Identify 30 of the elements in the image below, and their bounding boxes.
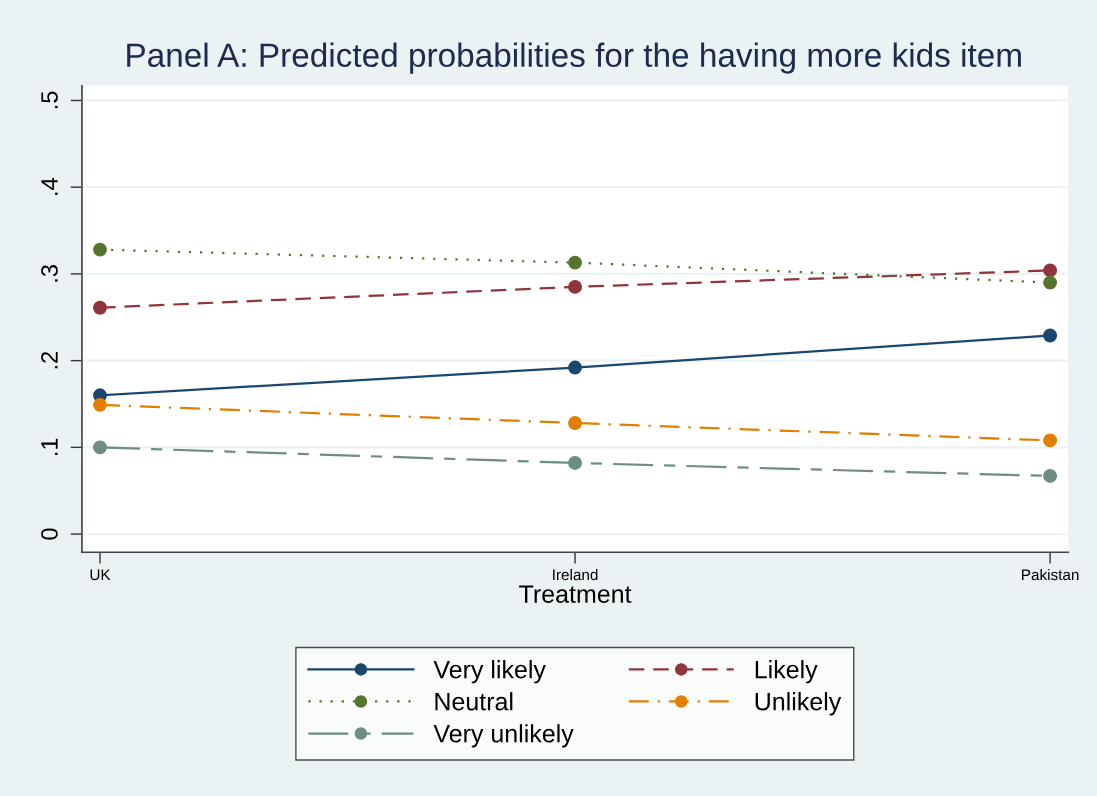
x-tick-label: UK (90, 569, 111, 581)
point (1043, 328, 1058, 343)
legend-label: Unlikely (755, 692, 842, 716)
point (93, 242, 107, 257)
point (93, 440, 107, 455)
point (1043, 275, 1058, 290)
point (568, 360, 582, 375)
legend-label: Likely (755, 660, 818, 684)
x-tick-label: Pakistan (1022, 568, 1079, 581)
point (568, 279, 582, 294)
x-tick-label: Ireland (553, 568, 598, 581)
legend-label: Very likely (433, 660, 546, 684)
legend-label: Very unlikely (433, 724, 574, 748)
y-tick-label: .4 (41, 178, 58, 195)
y-tick-label: .1 (41, 438, 58, 456)
point (93, 397, 107, 412)
point (1043, 263, 1058, 278)
y-tick-label: 0 (41, 528, 58, 540)
x-axis-title: Treatment (519, 585, 632, 603)
point (1043, 433, 1058, 448)
point (568, 255, 582, 270)
point (568, 416, 582, 431)
chart-title: Panel A: Predicted probabilities for the having more kids item (127, 42, 1021, 74)
y-tick-label: .2 (41, 351, 58, 369)
point (568, 456, 582, 470)
y-tick-label: .3 (41, 265, 58, 282)
y-tick-label: .5 (41, 91, 58, 109)
point (93, 300, 107, 315)
legend-label: Neutral (435, 692, 513, 711)
point (1043, 469, 1058, 483)
